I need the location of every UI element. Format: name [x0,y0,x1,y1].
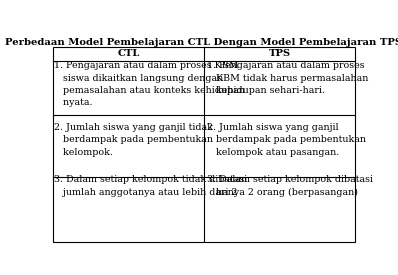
Text: siswa dikaitkan langsung dengan: siswa dikaitkan langsung dengan [55,74,224,83]
Text: KBM tidak harus permasalahan: KBM tidak harus permasalahan [207,74,369,83]
Text: hanya 2 orang (berpasangan): hanya 2 orang (berpasangan) [207,188,358,197]
Text: nyata.: nyata. [55,98,93,108]
Text: jumlah anggotanya atau lebih dari 2: jumlah anggotanya atau lebih dari 2 [55,188,238,197]
Text: pemasalahan atau konteks kehidupan: pemasalahan atau konteks kehidupan [55,86,245,95]
Text: 3. Dalam setiap kelompok dibatasi: 3. Dalam setiap kelompok dibatasi [207,175,373,185]
Text: kelompok.: kelompok. [55,148,113,157]
Text: Perbedaan Model Pembelajaran CTL Dengan Model Pembelajaran TPS: Perbedaan Model Pembelajaran CTL Dengan … [6,38,398,47]
Text: kehidupan sehari-hari.: kehidupan sehari-hari. [207,86,325,95]
Text: 2. Jumlah siswa yang ganjil tidak: 2. Jumlah siswa yang ganjil tidak [55,123,213,132]
Text: berdampak pada pembentukan: berdampak pada pembentukan [207,135,366,144]
Text: 1. Pengajaran atau dalam proses KBM: 1. Pengajaran atau dalam proses KBM [55,62,239,70]
Text: 1. Pengajaran atau dalam proses: 1. Pengajaran atau dalam proses [207,62,365,70]
Text: CTL: CTL [117,49,140,58]
Text: kelompok atau pasangan.: kelompok atau pasangan. [207,148,339,157]
Text: berdampak pada pembentukan: berdampak pada pembentukan [55,135,213,144]
Text: 2. Jumlah siswa yang ganjil: 2. Jumlah siswa yang ganjil [207,123,339,132]
Text: 3. Dalam setiap kelompok tidak dibatasi: 3. Dalam setiap kelompok tidak dibatasi [55,175,248,185]
Text: TPS: TPS [269,49,291,58]
